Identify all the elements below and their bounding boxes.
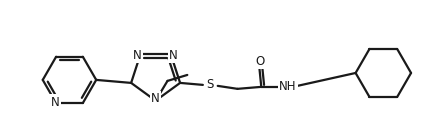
- Text: N: N: [51, 96, 59, 108]
- Text: N: N: [133, 49, 142, 62]
- Text: S: S: [206, 78, 214, 91]
- Text: N: N: [169, 49, 178, 62]
- Text: N: N: [151, 92, 160, 105]
- Text: O: O: [256, 55, 265, 68]
- Text: NH: NH: [279, 80, 297, 93]
